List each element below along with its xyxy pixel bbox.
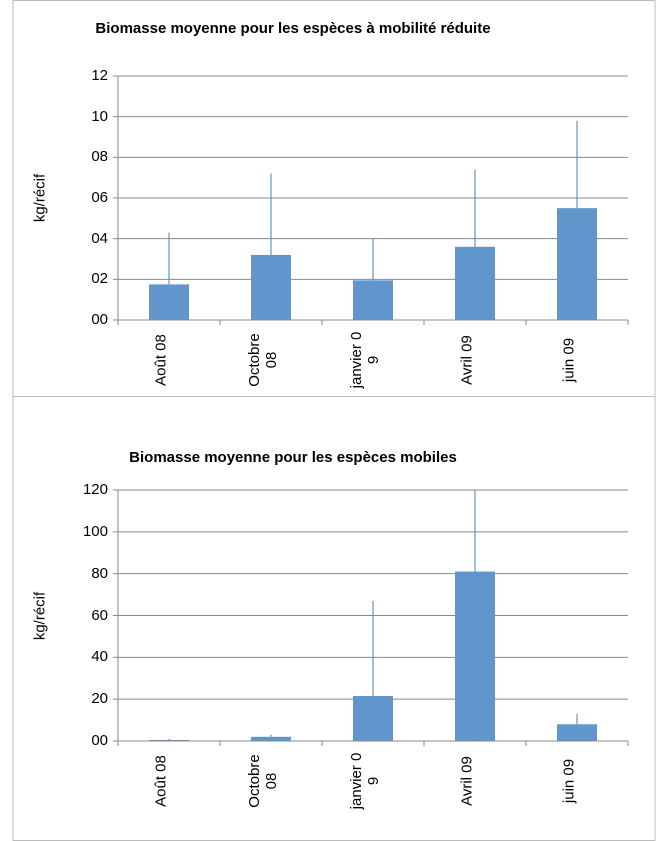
y-tick-label: 120 (82, 481, 108, 498)
x-tick-label: janvier 09 (348, 752, 382, 810)
y-tick-label: 06 (91, 189, 108, 206)
x-tick-label: Octobre 08 (246, 333, 280, 387)
bar (455, 571, 495, 741)
x-tick-label: Octobre 08 (246, 754, 280, 808)
chart-title: Biomasse moyenne pour les espèces à mobi… (95, 20, 491, 37)
x-tick-label: Avril 09 (458, 756, 476, 806)
y-tick-label: 02 (91, 270, 108, 288)
y-tick-label: 100 (82, 522, 108, 540)
bar (251, 736, 291, 741)
y-tick-label: 80 (91, 564, 108, 582)
x-tick-label: Août 08 (152, 334, 170, 386)
bar (353, 280, 393, 320)
y-tick-label: 10 (91, 107, 108, 125)
y-tick-label: 00 (91, 311, 108, 328)
bar (149, 284, 189, 320)
bar (353, 696, 393, 741)
y-axis-label: kg/récif (31, 173, 49, 223)
bar (455, 246, 495, 320)
x-tick-label: Août 08 (152, 755, 170, 807)
y-tick-label: 00 (91, 732, 108, 749)
y-tick-label: 08 (91, 148, 108, 166)
bar (251, 254, 291, 320)
y-tick-label: 12 (91, 67, 108, 84)
bar (557, 208, 597, 320)
y-tick-label: 20 (91, 690, 108, 708)
x-tick-label: Avril 09 (458, 335, 476, 385)
bar (557, 724, 597, 741)
x-tick-label: janvier 09 (348, 331, 382, 389)
bar (149, 739, 189, 741)
y-tick-label: 04 (91, 229, 108, 247)
chart-title: Biomasse moyenne pour les espèces mobile… (129, 449, 457, 466)
x-tick-label: juin 09 (560, 758, 578, 804)
y-tick-label: 40 (91, 648, 108, 666)
y-tick-label: 60 (91, 606, 108, 624)
y-axis-label: kg/récif (31, 591, 49, 640)
x-tick-label: juin 09 (560, 337, 578, 383)
